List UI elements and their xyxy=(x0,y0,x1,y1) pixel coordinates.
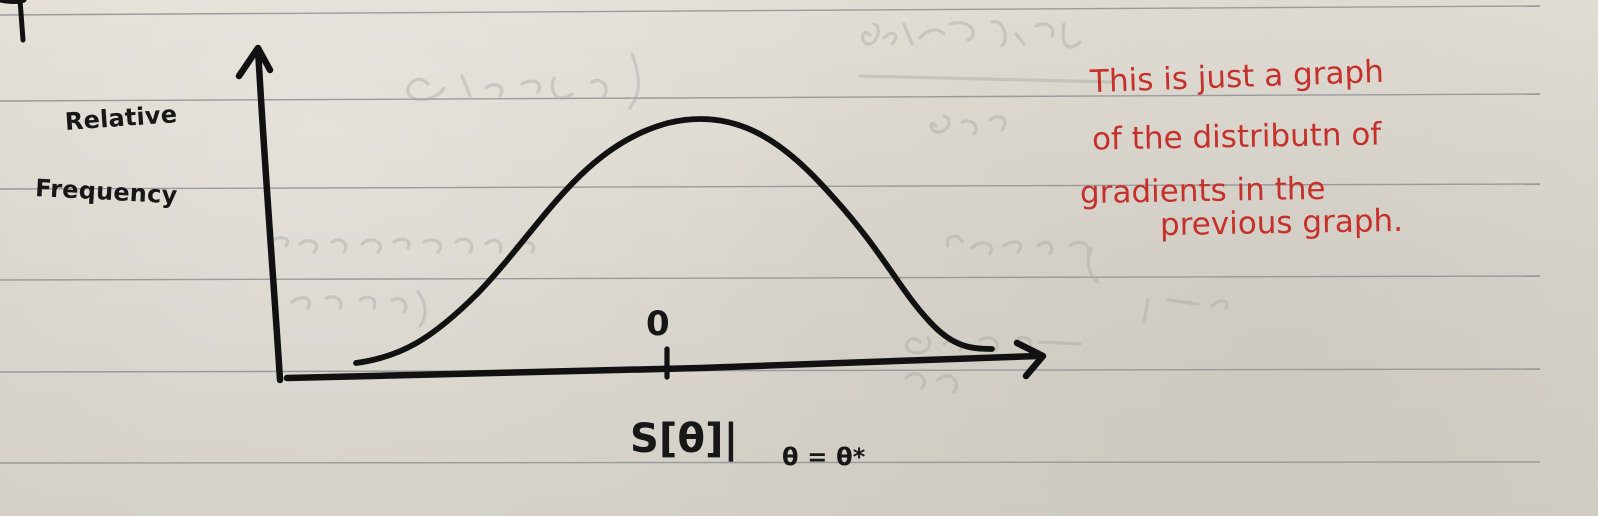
origin-label: 0 xyxy=(646,304,670,344)
y-axis-arrowhead xyxy=(235,44,274,80)
annotation-line-2: of the distributn of xyxy=(1091,116,1382,158)
page-corner-ink xyxy=(0,0,27,43)
x-axis-label: S[θ]| xyxy=(630,416,739,462)
distribution-curve xyxy=(353,116,995,366)
x-axis-line xyxy=(283,352,1042,382)
x-axis-arrowhead xyxy=(1013,339,1047,380)
annotation-line-3: gradients in the xyxy=(1079,170,1326,212)
x-axis-label-subscript: θ = θ* xyxy=(782,443,866,471)
y-axis-line xyxy=(254,45,284,384)
annotation-line-4: previous graph. xyxy=(1159,202,1404,244)
